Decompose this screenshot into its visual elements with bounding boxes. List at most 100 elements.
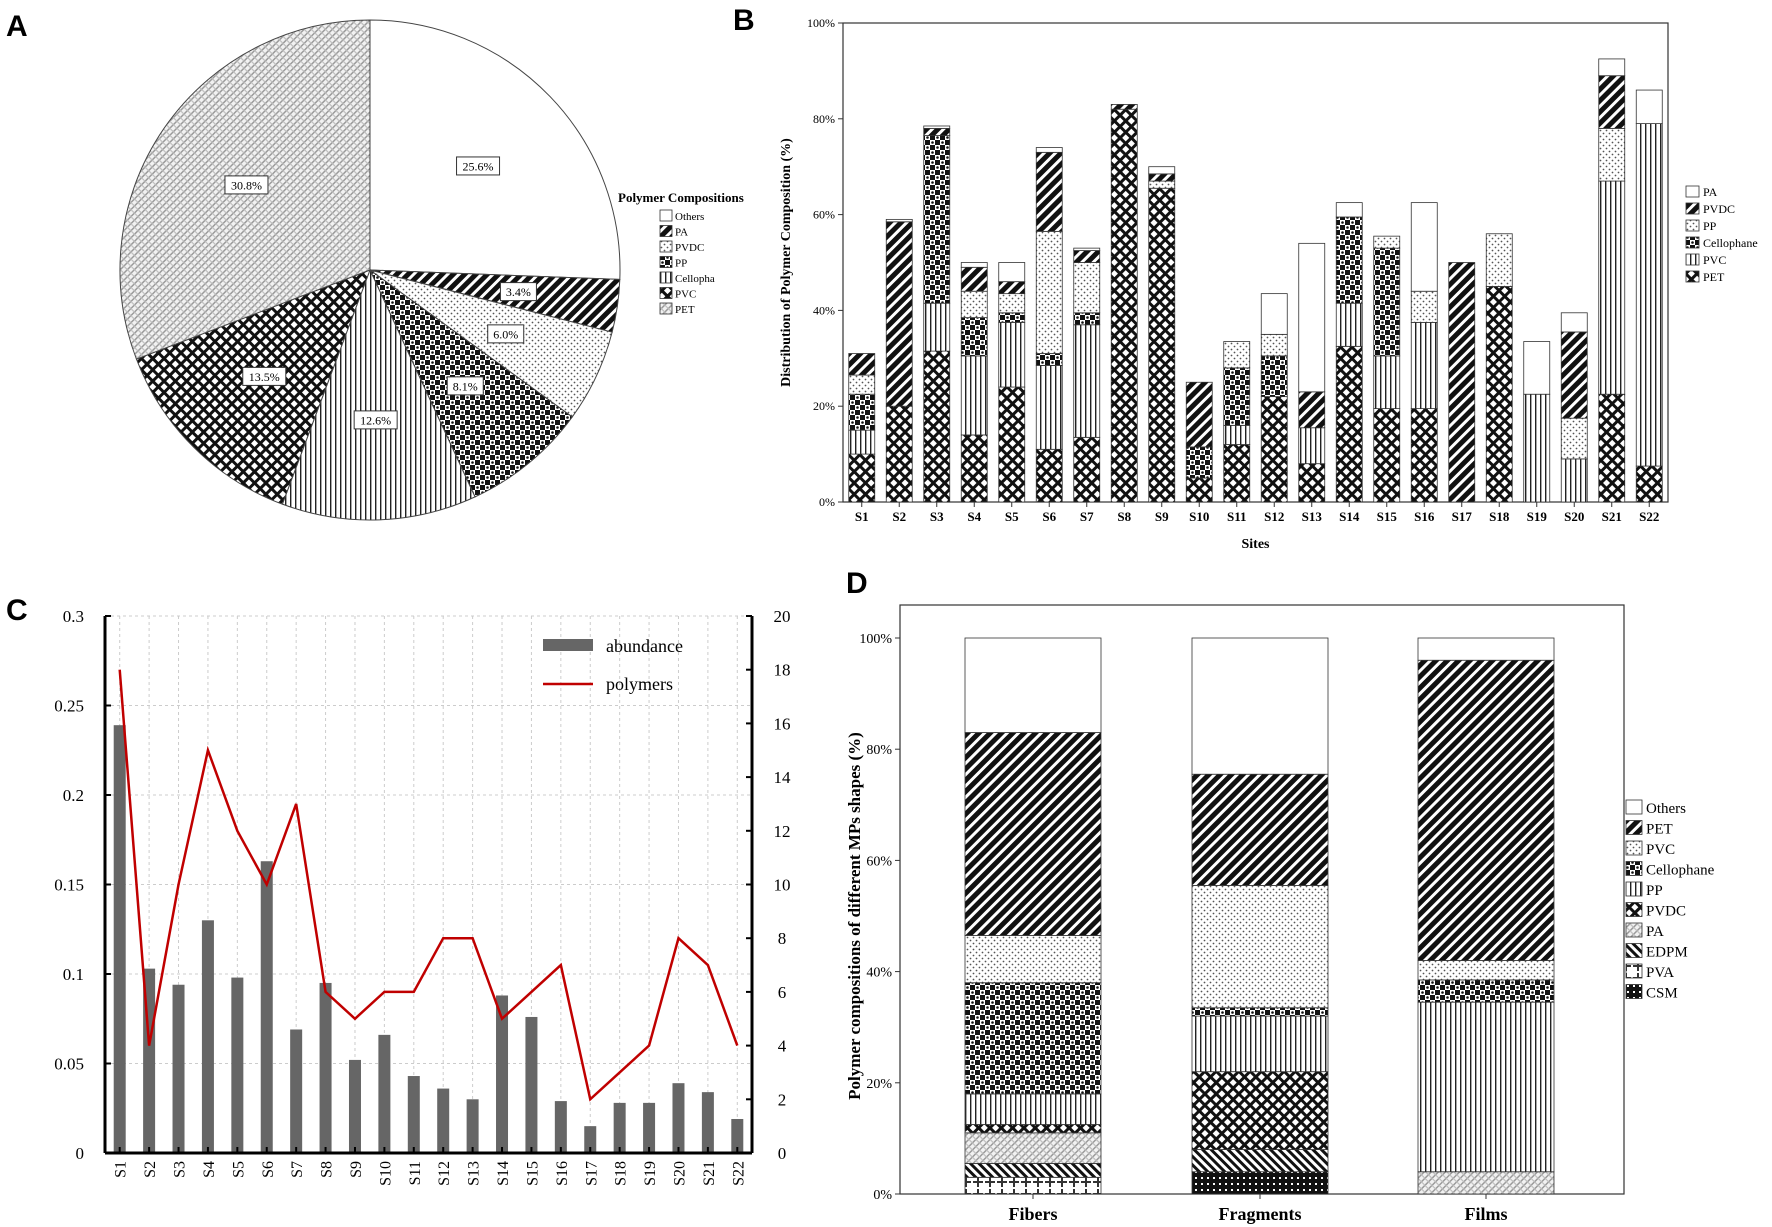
- pie-label-box-0: [456, 156, 501, 176]
- panel-c-bar-S17: [584, 1126, 597, 1153]
- panel-b-bar-S21-PP: [1598, 127, 1626, 182]
- panel-c-rtick-0: 0: [778, 1144, 787, 1163]
- panel-b-bar-S6-PET: [1035, 448, 1063, 503]
- panel-d-bar-Fragments-PVDC: [1191, 1071, 1329, 1150]
- pie-legend-swatch-6: [659, 302, 673, 315]
- panel-c-bar-S1: [113, 725, 126, 1153]
- panel-c-bar-S6: [260, 861, 273, 1153]
- panel-c-xtick-7: S8: [319, 1161, 336, 1178]
- panel-d-legend-swatch-1: [1625, 820, 1643, 835]
- pie-label-box-6: [224, 175, 269, 195]
- panel-b-xtick-18: S19: [1527, 509, 1548, 524]
- panel-d-bar-Fibers-Cellophane: [964, 982, 1102, 1095]
- panel-c-rtick-2: 4: [778, 1037, 787, 1056]
- panel-b-bar-S6-PVC: [1035, 365, 1063, 450]
- panel-b-bar-S19-PA: [1523, 341, 1551, 395]
- panel-b-bar-S2-PA: [885, 218, 913, 223]
- panel-b-ytick-0: 0%: [819, 495, 835, 509]
- panel-b-bar-S1-PET: [848, 453, 876, 503]
- panel-b-bar-S5-Cellophane: [998, 312, 1026, 323]
- panel-b-bar-S14-Cellophane: [1335, 216, 1363, 304]
- panel-b-bar-S11-PET: [1223, 444, 1251, 503]
- panel-b-bar-S3-PVC: [923, 302, 951, 352]
- pie-legend-swatch-0: [659, 209, 673, 222]
- panel-c-xtick-17: S18: [613, 1161, 630, 1186]
- panel-d-legend-swatch-5: [1625, 902, 1643, 917]
- panel-c-bar-S4: [201, 920, 214, 1153]
- pie-label-box-4: [353, 410, 398, 430]
- panel-c-ltick-3: 0.15: [54, 876, 84, 895]
- panel-label-d: D: [846, 567, 868, 600]
- panel-b-bar-S16-PVC: [1410, 321, 1438, 409]
- panel-b-bar-S16-PP: [1410, 290, 1438, 323]
- stacked-bar-chart-panel-d: 0% 20% 40% 60% 80% 100% Fibers Fragments Films Po…: [845, 604, 1715, 1224]
- panel-c-xtick-12: S13: [466, 1161, 483, 1186]
- panel-b-bar-S5-PA: [998, 262, 1026, 283]
- panel-b-xtick-19: S20: [1564, 509, 1584, 524]
- panel-d-legend-swatch-9: [1625, 984, 1643, 999]
- panel-b-bar-S8-PVDC: [1110, 104, 1138, 110]
- pie-label-4: 12.6%: [360, 413, 391, 427]
- panel-b-bar-S2-PET: [885, 405, 913, 503]
- panel-b-bar-S9-PP: [1148, 180, 1176, 189]
- panel-b-bar-S6-PA: [1035, 147, 1063, 153]
- pie-legend-swatch-2: [659, 240, 673, 253]
- pie-label-box-5: [242, 366, 287, 386]
- panel-d-ytick-3: 60%: [866, 854, 892, 869]
- panel-d-ytick-5: 100%: [859, 632, 892, 647]
- panel-b-xtick-15: S16: [1414, 509, 1435, 524]
- panel-b-xtick-20: S21: [1602, 509, 1622, 524]
- panel-b-bar-S22-PVC: [1635, 123, 1663, 467]
- panel-c-xtick-21: S22: [730, 1161, 747, 1186]
- panel-b-bar-S20-PP: [1560, 417, 1588, 460]
- panel-c-bar-S19: [643, 1102, 656, 1153]
- panel-d-legend-item-5: PVDC: [1646, 904, 1686, 920]
- panel-d-bar-Films-Others: [1417, 637, 1555, 661]
- panel-c-ltick-5: 0.25: [54, 697, 84, 716]
- panel-c-rtick-8: 16: [774, 714, 791, 733]
- panel-c-bar-S8: [319, 982, 332, 1153]
- panel-c-xtick-6: S7: [289, 1161, 306, 1178]
- pie-slice-5: [135, 269, 371, 505]
- panel-d-bar-Fibers-PVC: [964, 935, 1102, 984]
- panel-d-legend-swatch-3: [1625, 861, 1643, 876]
- panel-c-xtick-9: S10: [377, 1161, 394, 1186]
- panel-c-ltick-2: 0.1: [63, 965, 84, 984]
- panel-b-ytick-4: 80%: [813, 112, 835, 126]
- panel-c-bar-S15: [525, 1016, 538, 1153]
- panel-c-xtick-11: S12: [436, 1161, 453, 1186]
- panel-b-bar-S5-PP: [998, 293, 1026, 314]
- panel-b-bar-S5-PVC: [998, 321, 1026, 388]
- pie-label-6: 30.8%: [231, 178, 262, 192]
- panel-b-xtick-5: S6: [1042, 509, 1056, 524]
- panel-d-bar-Fibers-Others: [964, 637, 1102, 733]
- panel-b-bar-S9-PVDC: [1148, 173, 1176, 182]
- panel-d-bar-Fragments-PET: [1191, 773, 1329, 886]
- pie-label-1: 3.4%: [506, 285, 531, 299]
- panel-c-bar-S14: [496, 995, 509, 1153]
- panel-d-legend-swatch-2: [1625, 840, 1643, 856]
- panel-b-bar-S7-Cellophane: [1073, 312, 1101, 326]
- panel-d-xtick-0: Fibers: [1009, 1204, 1058, 1224]
- panel-c-xtick-13: S14: [495, 1161, 512, 1186]
- panel-b-xtick-21: S22: [1639, 509, 1659, 524]
- panel-b-legend-item-0: PA: [1703, 185, 1718, 199]
- panel-c-ltick-4: 0.2: [63, 786, 84, 805]
- panel-c-bar-S11: [407, 1076, 420, 1153]
- panel-b-bar-S5-PVDC: [998, 281, 1026, 295]
- panel-b-bar-S8-PET: [1110, 108, 1138, 503]
- panel-b-bar-S7-PVDC: [1073, 250, 1101, 263]
- pie-label-box-3: [446, 376, 484, 396]
- panel-d-bar-Fibers-EDPM: [964, 1163, 1102, 1178]
- panel-c-xtick-14: S15: [524, 1161, 541, 1186]
- panel-b-bar-S1-PP: [848, 374, 876, 395]
- panel-b-bar-S20-PVDC: [1560, 331, 1588, 419]
- panel-label-b: B: [733, 4, 755, 37]
- panel-d-ytick-4: 80%: [866, 743, 892, 758]
- panel-d-legend-item-1: PET: [1646, 822, 1673, 838]
- panel-c-xtick-2: S3: [172, 1161, 189, 1178]
- panel-b-bar-S13-PET: [1298, 463, 1326, 503]
- panel-d-bar-Films-PVC: [1417, 960, 1555, 981]
- panel-b-xtick-9: S10: [1189, 509, 1209, 524]
